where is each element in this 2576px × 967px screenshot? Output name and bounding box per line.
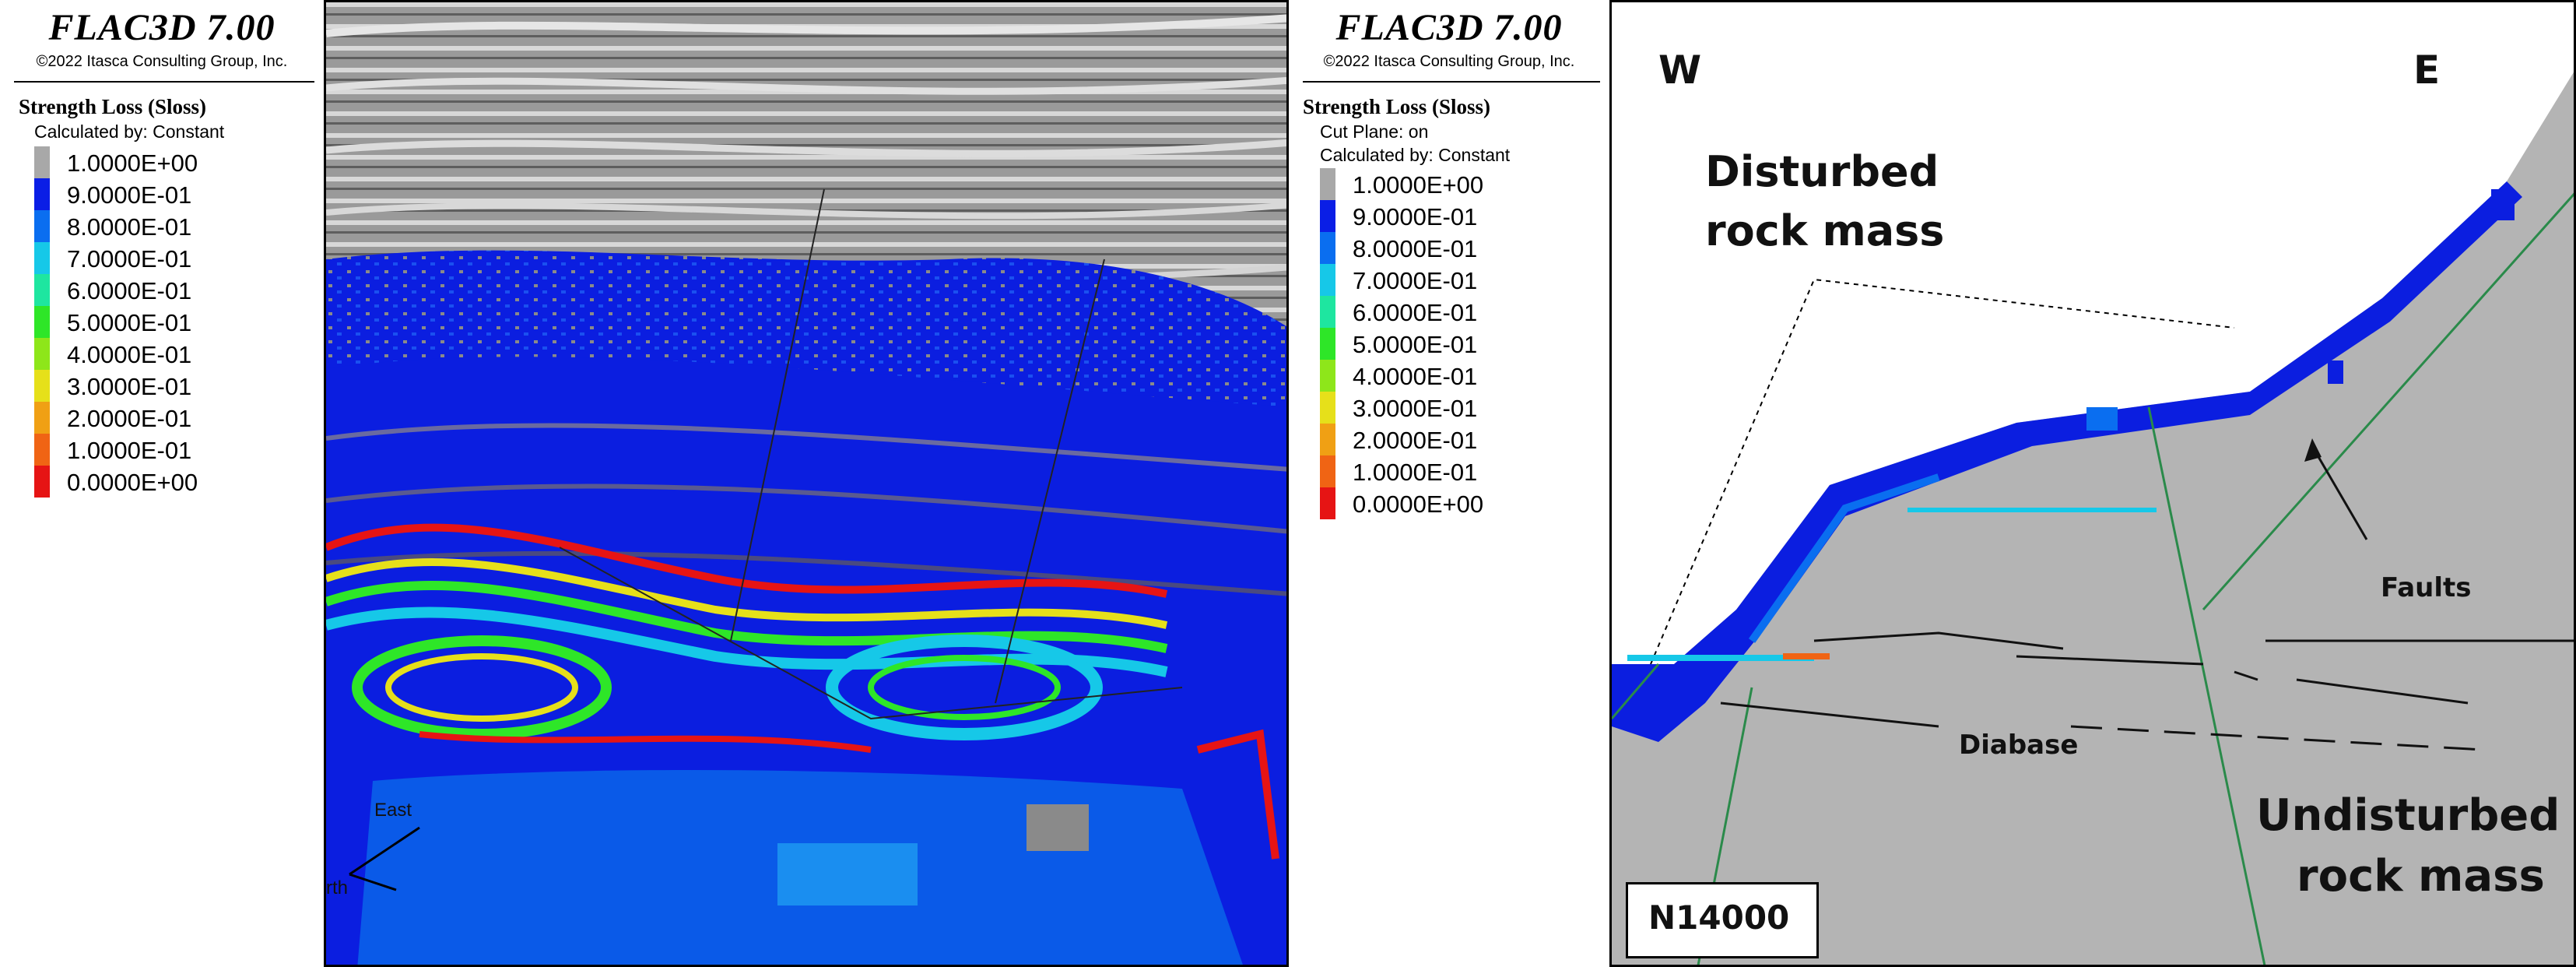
left-legend-scale: 1.0000E+00 9.0000E-01 8.0000E-01 7.0000E-01… — [34, 146, 314, 498]
legend-swatch — [34, 146, 50, 178]
cross-section-plot — [1612, 2, 2574, 965]
diabase-label: Diabase — [1959, 730, 2079, 761]
legend-swatch — [34, 338, 50, 370]
legend-entry: 2.0000E-01 — [1320, 424, 1600, 455]
legend-entry: 3.0000E-01 — [34, 370, 314, 402]
east-label: E — [2413, 47, 2441, 93]
section-id-box: N14000 — [1626, 882, 1819, 958]
legend-swatch — [34, 306, 50, 338]
legend-value-label: 0.0000E+00 — [1353, 491, 1484, 518]
west-label: W — [1658, 47, 1702, 93]
legend-swatch — [1320, 232, 1335, 264]
left-legend-title: Strength Loss (Sloss) — [19, 95, 207, 118]
legend-entry: 1.0000E-01 — [34, 434, 314, 466]
section-id-label: N14000 — [1648, 898, 1790, 937]
legend-entry: 5.0000E-01 — [34, 306, 314, 338]
legend-entry: 1.0000E+00 — [1320, 168, 1600, 200]
undisturbed-label-line2: rock mass — [2297, 851, 2545, 902]
legend-entry: 8.0000E-01 — [34, 210, 314, 242]
legend-value-label: 7.0000E-01 — [1353, 267, 1478, 294]
disturbed-label-line2: rock mass — [1705, 206, 1945, 255]
legend-entry: 7.0000E-01 — [34, 242, 314, 274]
legend-entry: 5.0000E-01 — [1320, 328, 1600, 360]
legend-value-label: 8.0000E-01 — [1353, 235, 1478, 262]
pit-3d-view: East rth — [324, 0, 1289, 967]
undisturbed-label-line1: Undisturbed — [2256, 790, 2560, 841]
legend-value-label: 5.0000E-01 — [67, 309, 192, 336]
legend-value-label: 6.0000E-01 — [67, 277, 192, 304]
faults-label: Faults — [2381, 572, 2472, 603]
left-legend-panel: FLAC3D 7.00 ©2022 Itasca Consulting Grou… — [0, 0, 324, 967]
pit-contour-plot — [326, 2, 1286, 965]
legend-value-label: 9.0000E-01 — [1353, 203, 1478, 230]
right-legend-panel: FLAC3D 7.00 ©2022 Itasca Consulting Grou… — [1289, 0, 1609, 967]
legend-swatch — [34, 242, 50, 274]
legend-value-label: 5.0000E-01 — [1353, 331, 1478, 358]
legend-entry: 9.0000E-01 — [1320, 200, 1600, 232]
legend-value-label: 7.0000E-01 — [67, 245, 192, 273]
legend-value-label: 3.0000E-01 — [67, 373, 192, 400]
left-software-title: FLAC3D 7.00 — [48, 7, 275, 48]
legend-value-label: 9.0000E-01 — [67, 181, 192, 209]
legend-swatch — [1320, 328, 1335, 360]
left-legend-divider — [14, 81, 314, 83]
left-copyright: ©2022 Itasca Consulting Group, Inc. — [36, 53, 288, 70]
legend-swatch — [34, 370, 50, 402]
legend-swatch — [1320, 455, 1335, 487]
cross-section-view: W E Disturbed rock mass Faults Diabase U… — [1609, 0, 2576, 967]
legend-swatch — [1320, 392, 1335, 424]
legend-swatch — [1320, 264, 1335, 296]
legend-value-label: 3.0000E-01 — [1353, 395, 1478, 422]
legend-swatch — [34, 178, 50, 210]
legend-value-label: 1.0000E+00 — [1353, 171, 1484, 199]
legend-swatch — [1320, 487, 1335, 519]
legend-swatch — [1320, 296, 1335, 328]
legend-entry: 4.0000E-01 — [1320, 360, 1600, 392]
right-legend-divider — [1303, 81, 1600, 83]
legend-entry: 0.0000E+00 — [34, 466, 314, 498]
legend-value-label: 4.0000E-01 — [67, 341, 192, 368]
right-legend-calc: Calculated by: Constant — [1320, 145, 1511, 165]
legend-swatch — [34, 434, 50, 466]
axis-north-label: rth — [326, 877, 349, 898]
legend-entry: 0.0000E+00 — [1320, 487, 1600, 519]
right-legend-scale: 1.0000E+00 9.0000E-01 8.0000E-01 7.0000E-01… — [1320, 168, 1600, 519]
legend-swatch — [1320, 168, 1335, 200]
disturbed-label-line1: Disturbed — [1705, 147, 1939, 196]
right-legend-title: Strength Loss (Sloss) — [1303, 95, 1491, 118]
legend-swatch — [34, 210, 50, 242]
legend-swatch — [1320, 424, 1335, 455]
legend-swatch — [1320, 360, 1335, 392]
legend-swatch — [34, 402, 50, 434]
legend-entry: 9.0000E-01 — [34, 178, 314, 210]
legend-value-label: 0.0000E+00 — [67, 469, 198, 496]
legend-entry: 1.0000E+00 — [34, 146, 314, 178]
legend-swatch — [1320, 200, 1335, 232]
legend-entry: 2.0000E-01 — [34, 402, 314, 434]
legend-entry: 4.0000E-01 — [34, 338, 314, 370]
legend-entry: 6.0000E-01 — [34, 274, 314, 306]
right-software-title: FLAC3D 7.00 — [1335, 7, 1563, 48]
legend-swatch — [34, 274, 50, 306]
legend-value-label: 4.0000E-01 — [1353, 363, 1478, 390]
legend-entry: 1.0000E-01 — [1320, 455, 1600, 487]
legend-entry: 8.0000E-01 — [1320, 232, 1600, 264]
right-copyright: ©2022 Itasca Consulting Group, Inc. — [1323, 53, 1575, 70]
legend-entry: 7.0000E-01 — [1320, 264, 1600, 296]
legend-value-label: 2.0000E-01 — [1353, 427, 1478, 454]
legend-value-label: 6.0000E-01 — [1353, 299, 1478, 326]
legend-entry: 3.0000E-01 — [1320, 392, 1600, 424]
axis-east-label: East — [374, 800, 412, 821]
legend-value-label: 2.0000E-01 — [67, 405, 192, 432]
legend-value-label: 1.0000E-01 — [67, 437, 192, 464]
right-legend-cutplane: Cut Plane: on — [1320, 121, 1429, 142]
legend-value-label: 1.0000E-01 — [1353, 459, 1478, 486]
legend-entry: 6.0000E-01 — [1320, 296, 1600, 328]
legend-value-label: 8.0000E-01 — [67, 213, 192, 241]
legend-value-label: 1.0000E+00 — [67, 149, 198, 177]
legend-swatch — [34, 466, 50, 498]
left-legend-calc: Calculated by: Constant — [34, 121, 225, 142]
